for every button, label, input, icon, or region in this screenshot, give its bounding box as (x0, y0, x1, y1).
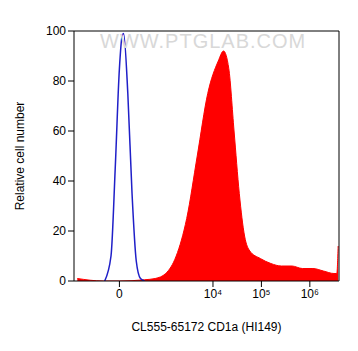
svg-text:10⁶: 10⁶ (301, 287, 319, 301)
svg-text:100: 100 (46, 24, 66, 38)
svg-text:40: 40 (53, 174, 67, 188)
svg-text:60: 60 (53, 124, 67, 138)
svg-text:20: 20 (53, 224, 67, 238)
svg-text:0: 0 (116, 287, 123, 301)
html-text:WWW.PTGLAB.COM: WWW.PTGLAB.COM (100, 30, 307, 52)
svg-text:Relative cell number: Relative cell number (13, 102, 27, 211)
svg-text:80: 80 (53, 74, 67, 88)
svg-text:10⁵: 10⁵ (252, 287, 270, 301)
svg-text:0: 0 (59, 274, 66, 288)
svg-text:10⁴: 10⁴ (204, 287, 223, 301)
svg-text:CL555-65172 CD1a (HI149): CL555-65172 CD1a (HI149) (131, 320, 281, 334)
